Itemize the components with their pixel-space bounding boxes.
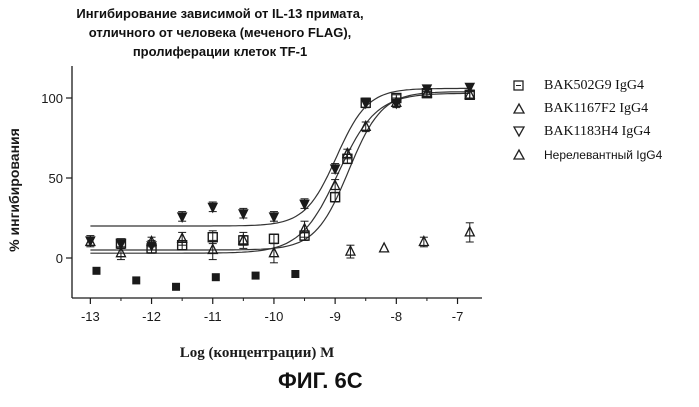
fit-curve-series-2 xyxy=(90,88,469,226)
legend-item-bak502g9: BAK502G9 IgG4 xyxy=(508,74,662,97)
fit-curve-series-1 xyxy=(90,93,469,253)
y-tick-label: 100 xyxy=(41,91,63,106)
data-point-series-3 xyxy=(92,267,100,275)
x-tick-label: -11 xyxy=(204,309,222,324)
y-axis-label: % ингибирования xyxy=(6,128,22,252)
y-tick-label: 50 xyxy=(49,171,63,186)
data-point-series-3 xyxy=(172,283,180,291)
x-tick-label: -8 xyxy=(391,309,403,324)
x-tick-label: -7 xyxy=(452,309,464,324)
legend-marker-triangle-icon xyxy=(508,102,530,116)
data-point-series-2 xyxy=(239,210,248,219)
legend-label-bak1167f2: BAK1167F2 IgG4 xyxy=(544,101,648,117)
legend: BAK502G9 IgG4 BAK1167F2 IgG4 BAK1183H4 I… xyxy=(508,74,662,166)
y-tick-label: 0 xyxy=(56,251,63,266)
x-tick-label: -10 xyxy=(265,309,284,324)
legend-marker-square-icon xyxy=(508,79,530,93)
data-point-series-2 xyxy=(208,203,217,212)
legend-marker-triangle-down-icon xyxy=(508,125,530,139)
x-tick-label: -12 xyxy=(142,309,161,324)
data-point-series-3 xyxy=(212,273,220,281)
x-tick-label: -9 xyxy=(329,309,341,324)
legend-label-bak502g9: BAK502G9 IgG4 xyxy=(544,78,644,94)
legend-label-bak1183h4: BAK1183H4 IgG4 xyxy=(544,124,650,140)
data-point-series-3 xyxy=(291,270,299,278)
x-axis-label: Log (концентрации) M xyxy=(180,345,335,361)
data-point-series-2 xyxy=(178,213,187,222)
data-point-series-3 xyxy=(132,276,140,284)
legend-marker-open-triangle-icon xyxy=(508,148,530,162)
data-point-series-2 xyxy=(147,242,156,251)
legend-label-irrelevant: Нерелевантный IgG4 xyxy=(544,148,662,162)
data-point-series-3 xyxy=(380,243,389,252)
legend-item-bak1183h4: BAK1183H4 IgG4 xyxy=(508,120,662,143)
data-point-series-3 xyxy=(252,272,260,280)
legend-item-irrelevant: Нерелевантный IgG4 xyxy=(508,143,662,166)
legend-item-bak1167f2: BAK1167F2 IgG4 xyxy=(508,97,662,120)
figure-label: ФИГ. 6С xyxy=(278,368,363,394)
data-point-series-2 xyxy=(269,213,278,222)
x-tick-label: -13 xyxy=(81,309,100,324)
